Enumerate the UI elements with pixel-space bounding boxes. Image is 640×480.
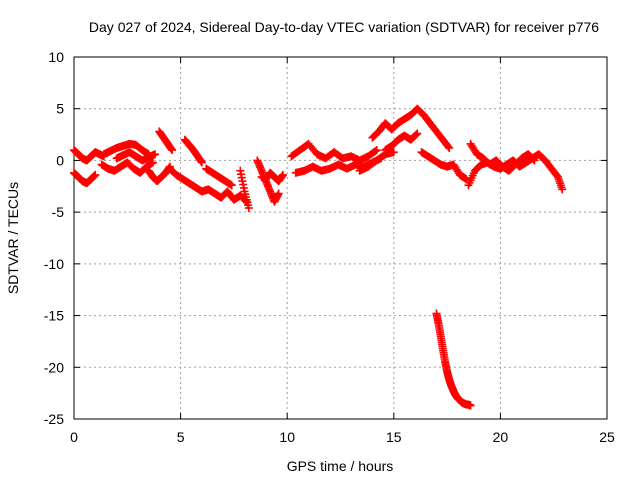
- data-point: [274, 189, 283, 198]
- x-tick-label: 20: [493, 429, 509, 445]
- chart-title: Day 027 of 2024, Sidereal Day-to-day VTE…: [89, 19, 599, 35]
- data-point: [168, 146, 177, 155]
- x-axis: 0 5 10 15 20 25: [70, 57, 615, 445]
- data-point: [151, 150, 160, 159]
- data-point-fill: [371, 147, 380, 156]
- y-tick-label: 5: [56, 101, 64, 117]
- y-tick-label: -15: [44, 308, 64, 324]
- data-point: [278, 170, 287, 179]
- data-point: [148, 158, 157, 167]
- data-series: [70, 104, 567, 410]
- y-axis: 10 5 0 -5 -10 -15 -20 -25: [44, 49, 607, 427]
- data-point: [445, 144, 454, 153]
- x-tick-label: 10: [279, 429, 295, 445]
- y-tick-label: -25: [44, 411, 64, 427]
- data-point-fill: [444, 142, 453, 151]
- y-tick-label: 0: [56, 152, 64, 168]
- data-point: [244, 204, 253, 213]
- data-point: [372, 146, 381, 155]
- y-tick-label: -20: [44, 359, 64, 375]
- y-axis-label: SDTVAR / TECUs: [5, 182, 21, 294]
- grid: [74, 57, 607, 419]
- x-tick-label: 15: [386, 429, 402, 445]
- x-tick-label: 0: [70, 429, 78, 445]
- y-tick-label: 10: [48, 49, 64, 65]
- y-tick-label: -10: [44, 256, 64, 272]
- plot-frame: [73, 56, 608, 420]
- x-axis-label: GPS time / hours: [287, 458, 394, 474]
- data-point: [413, 129, 422, 138]
- data-point-fill: [529, 155, 538, 164]
- data-point: [197, 158, 206, 167]
- x-tick-label: 25: [599, 429, 615, 445]
- data-point-fill: [412, 130, 421, 139]
- data-point: [227, 181, 236, 190]
- data-point: [466, 401, 475, 410]
- data-point: [558, 185, 567, 194]
- data-point: [389, 148, 398, 157]
- x-tick-label: 5: [177, 429, 185, 445]
- data-point: [530, 156, 539, 165]
- data-point: [91, 170, 100, 179]
- y-tick-label: -5: [52, 204, 65, 220]
